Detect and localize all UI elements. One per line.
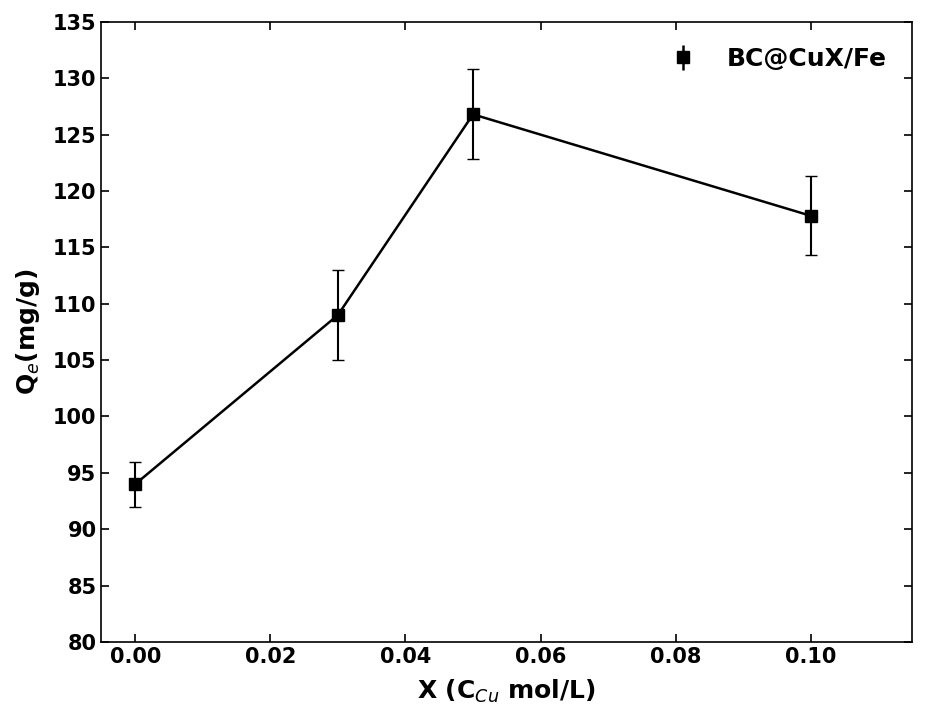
X-axis label: X (C$_{Cu}$ mol/L): X (C$_{Cu}$ mol/L) xyxy=(418,678,596,705)
Legend: BC@CuX/Fe: BC@CuX/Fe xyxy=(640,35,900,83)
Y-axis label: Q$_e$(mg/g): Q$_e$(mg/g) xyxy=(14,269,42,395)
